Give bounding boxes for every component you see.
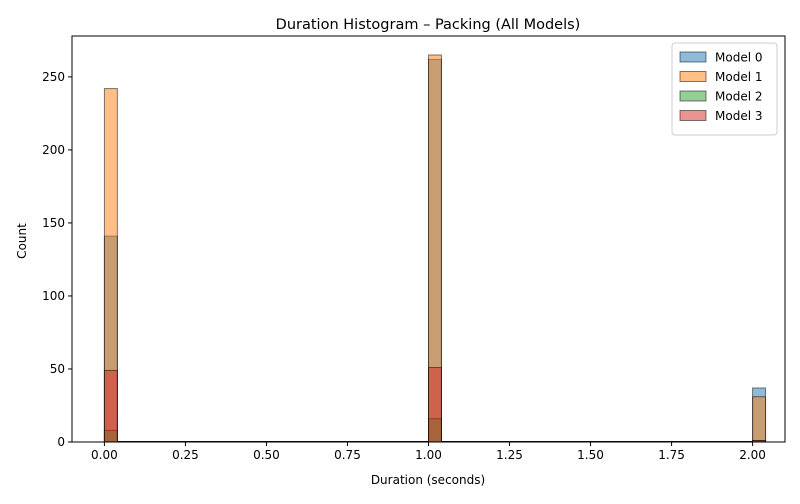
x-tick-label: 1.00: [415, 448, 442, 462]
x-tick-label: 0.00: [91, 448, 118, 462]
legend-swatch: [679, 90, 707, 102]
legend-swatch: [679, 71, 707, 82]
x-axis-label: Duration (seconds): [371, 473, 485, 487]
y-tick-label: 200: [42, 143, 65, 157]
x-tick-label: 2.00: [739, 448, 766, 462]
legend-label: Model 2: [715, 90, 762, 104]
bar-series-3-bin-0: [103, 369, 118, 443]
x-axis: 0.00 0.25 0.50 0.75 1.00 1.25 1.50 1.75 2.00: [91, 442, 766, 462]
legend-label: Model 1: [715, 70, 762, 84]
x-tick-label: 0.75: [334, 448, 361, 462]
y-tick-label: 50: [50, 362, 65, 376]
legend-swatch: [679, 51, 707, 63]
legend: Model 0 Model 1 Model 2 Model 3: [671, 42, 778, 136]
y-tick-label: 100: [42, 289, 65, 303]
chart-title: Duration Histogram – Packing (All Models…: [276, 17, 581, 33]
y-axis-label: Count: [15, 223, 29, 259]
y-tick-label: 0: [57, 435, 65, 449]
legend-label: Model 3: [715, 109, 762, 123]
x-tick-label: 1.75: [658, 448, 685, 462]
legend-label: Model 0: [715, 51, 762, 65]
legend-swatch: [679, 110, 707, 121]
x-tick-label: 1.50: [577, 448, 604, 462]
x-tick-label: 0.25: [172, 448, 199, 462]
y-axis: 0 50 100 150 200 250: [42, 70, 72, 449]
x-tick-label: 1.25: [496, 448, 523, 462]
plot-area: [71, 35, 786, 443]
bar-series-3-bin-1: [428, 367, 442, 443]
bar-series-1-bin-2: [752, 396, 767, 443]
x-tick-label: 0.50: [253, 448, 280, 462]
y-tick-label: 150: [42, 216, 65, 230]
y-tick-label: 250: [42, 70, 65, 84]
